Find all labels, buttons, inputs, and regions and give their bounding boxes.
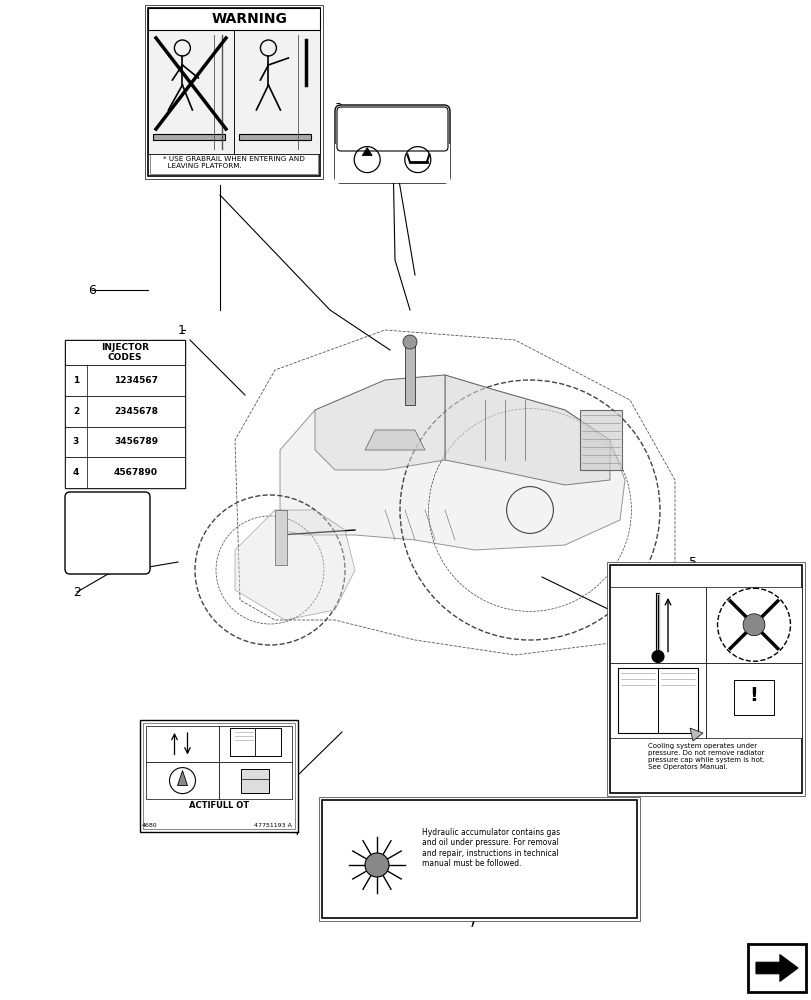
Bar (65, 365, 185, 396)
Text: 2345678: 2345678 (114, 407, 158, 416)
Text: 6: 6 (88, 284, 96, 296)
Text: 4: 4 (73, 468, 79, 477)
Bar (143, 723, 294, 829)
Bar (146, 762, 219, 799)
Polygon shape (362, 148, 371, 156)
Text: 2: 2 (73, 407, 79, 416)
Polygon shape (234, 510, 354, 620)
Bar (747, 944, 805, 992)
Polygon shape (384, 117, 401, 132)
Bar (609, 565, 801, 587)
Bar (322, 800, 636, 918)
Polygon shape (689, 728, 702, 741)
Bar (65, 396, 185, 426)
FancyBboxPatch shape (337, 107, 448, 151)
Text: 1: 1 (73, 376, 79, 385)
Bar (146, 726, 219, 762)
Polygon shape (755, 955, 797, 981)
Text: !: ! (334, 807, 337, 816)
Bar (145, 5, 323, 179)
Text: 2: 2 (73, 585, 81, 598)
Bar (65, 340, 185, 365)
Bar (405, 345, 414, 405)
Bar (241, 769, 269, 793)
Bar (230, 728, 281, 756)
Polygon shape (365, 852, 388, 874)
Polygon shape (280, 375, 624, 550)
Text: 3456789: 3456789 (114, 437, 158, 446)
Text: !: ! (389, 122, 394, 132)
Text: 1234567: 1234567 (114, 376, 158, 385)
Bar (219, 726, 292, 762)
Text: 7: 7 (469, 917, 476, 930)
Circle shape (365, 853, 388, 877)
Text: WARNING: WARNING (687, 570, 754, 582)
Text: WARNING: WARNING (470, 804, 538, 817)
Text: WARNING: WARNING (212, 12, 287, 26)
Text: 4680: 4680 (142, 823, 157, 828)
Bar (150, 10, 318, 174)
Polygon shape (92, 517, 122, 544)
Bar (705, 662, 801, 738)
Polygon shape (155, 12, 169, 24)
Text: 5: 5 (689, 556, 696, 568)
Circle shape (742, 614, 764, 636)
Bar (609, 587, 705, 662)
Bar (219, 762, 292, 799)
Bar (579, 410, 621, 470)
Polygon shape (365, 430, 424, 450)
Bar (65, 457, 185, 488)
Text: 4: 4 (290, 825, 298, 838)
Text: 3: 3 (73, 437, 79, 446)
Circle shape (651, 650, 663, 662)
Text: !: ! (103, 525, 112, 544)
Bar (733, 680, 773, 715)
Text: 47751193 A: 47751193 A (254, 823, 292, 828)
Bar (148, 30, 234, 154)
Text: ACTIFULL OT: ACTIFULL OT (189, 801, 249, 810)
FancyBboxPatch shape (65, 492, 150, 574)
Bar (319, 797, 639, 921)
Polygon shape (444, 375, 609, 485)
Text: 1: 1 (178, 324, 186, 336)
Text: !: ! (621, 572, 625, 581)
Text: Hydraulic accumulator contains gas
and oil under pressure. For removal
and repai: Hydraulic accumulator contains gas and o… (422, 828, 560, 868)
Text: !: ! (373, 858, 380, 874)
Bar (609, 565, 801, 793)
Bar (148, 8, 320, 30)
Circle shape (402, 335, 417, 349)
Text: Cooling system operates under
pressure. Do not remove radiator
pressure cap whil: Cooling system operates under pressure. … (646, 743, 763, 770)
Text: !: ! (160, 15, 164, 24)
Bar (65, 426, 185, 457)
Polygon shape (329, 804, 341, 815)
Text: INJECTOR
CODES: INJECTOR CODES (101, 343, 148, 362)
FancyBboxPatch shape (335, 105, 449, 183)
Bar (234, 30, 320, 154)
Bar (617, 668, 697, 733)
Bar (275, 510, 286, 565)
Text: * USE GRABRAIL WHEN ENTERING AND
  LEAVING PLATFORM.: * USE GRABRAIL WHEN ENTERING AND LEAVING… (163, 156, 305, 169)
Bar (148, 8, 320, 176)
Text: !: ! (749, 686, 757, 705)
Bar (609, 662, 705, 738)
Bar (152, 134, 225, 140)
Bar (322, 800, 636, 822)
Bar (705, 587, 801, 662)
Bar (65, 340, 185, 488)
Bar (139, 720, 298, 832)
Polygon shape (178, 771, 187, 786)
Text: 3: 3 (333, 102, 341, 115)
Bar (607, 562, 804, 796)
Polygon shape (617, 570, 629, 580)
Polygon shape (315, 375, 444, 470)
Text: 4567890: 4567890 (114, 468, 158, 477)
Bar (335, 144, 449, 183)
Bar (238, 134, 311, 140)
